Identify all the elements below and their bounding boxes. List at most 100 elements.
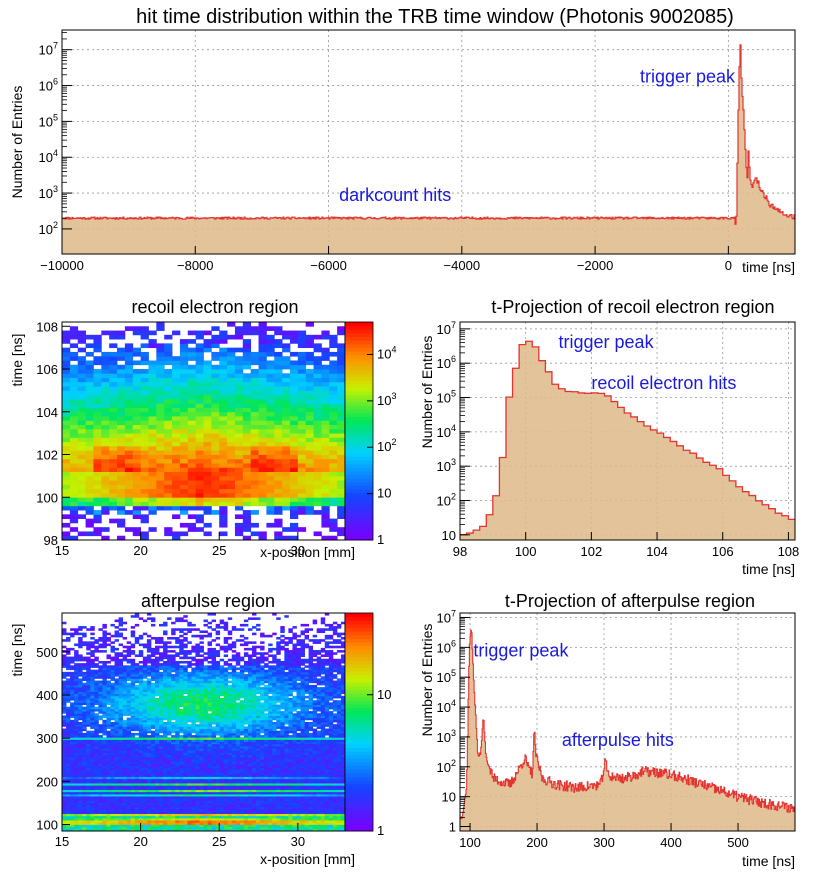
heatmap-cell [340,787,345,790]
heatmap-cell [163,732,168,736]
heatmap-cell [163,743,168,747]
heatmap-cell [282,386,291,391]
heatmap-cell [340,807,345,810]
heatmap-cell [296,774,301,777]
heatmap-cell [260,754,265,758]
heatmap-cell [289,437,299,443]
heatmap-cell [156,492,165,498]
heatmap-cell [187,780,192,784]
heatmap-cell [90,820,95,823]
heatmap-cell [195,437,204,443]
heatmap-cell [86,772,91,775]
heatmap-cell [242,398,252,404]
heatmap-cell [227,820,233,823]
heatmap-cell [163,741,168,745]
heatmap-cell [227,743,233,747]
heatmap-cell [134,798,140,801]
heatmap-cell [282,411,291,417]
heatmap-cell [247,732,253,736]
heatmap-cell [329,416,338,421]
heatmap-cell [266,492,275,498]
heatmap-cell [313,467,322,472]
heatmap-cell [203,428,212,434]
heatmap-cell [266,450,275,455]
heatmap-cell [239,826,245,830]
heatmap-cell [227,398,236,404]
heatmap-cell [93,369,102,374]
heatmap-cell [211,778,217,782]
color-bar-step [345,470,373,476]
heatmap-cell [130,796,136,799]
heatmap-cell [340,765,345,769]
heatmap-cell [140,343,149,349]
heatmap-cell [284,787,289,790]
heatmap-cell [211,732,217,736]
heatmap-cell [266,433,275,438]
heatmap-cell [86,739,91,743]
heatmap-cell [142,776,148,780]
heatmap-cell [187,339,197,344]
heatmap-cell [74,730,79,734]
heatmap-cell [175,822,180,825]
heatmap-cell [234,531,244,537]
heatmap-cell [70,735,75,738]
heatmap-cell [239,745,245,749]
heatmap-cell [69,433,79,438]
heatmap-cell [223,763,229,766]
heatmap-cell [164,386,173,391]
heatmap-cell [195,761,200,764]
heatmap-cell [227,407,236,413]
heatmap-cell [242,488,252,494]
heatmap-cell [106,756,111,760]
heatmap-cell [247,815,253,819]
heatmap-cell [117,505,126,511]
heatmap-cell [313,403,322,408]
heatmap-cell [320,798,326,801]
heatmap-cell [62,785,67,788]
heatmap-cell [211,824,217,828]
heatmap-cell [62,811,67,814]
heatmap-cell [90,745,95,749]
heatmap-cell [207,800,212,804]
heatmap-cell [199,813,204,817]
heatmap-cell [219,518,228,524]
heatmap-cell [207,769,212,773]
heatmap-cell [231,761,237,764]
heatmap-cell [66,767,71,771]
y-tick-label: 104 [36,405,58,420]
heatmap-cell [78,752,83,756]
heatmap-cell [211,730,217,734]
heatmap-cell [94,778,99,782]
heatmap-cell [280,815,285,819]
heatmap-cell [101,364,110,370]
heatmap-cell [300,783,305,786]
heatmap-cell [187,785,192,788]
heatmap-cell [183,763,188,766]
heatmap-cell [300,756,305,760]
heatmap-cell [90,774,95,777]
heatmap-cell [122,817,128,821]
p3-histogram-line [460,340,795,536]
heatmap-cell [159,783,164,786]
heatmap-cell [258,531,267,537]
heatmap-cell [90,750,95,753]
heatmap-cell [235,776,241,780]
heatmap-cell [300,785,305,788]
heatmap-cell [272,815,277,819]
heatmap-cell [199,811,204,814]
heatmap-cell [260,807,265,810]
heatmap-cell [312,828,318,831]
heatmap-cell [94,785,99,788]
heatmap-cell [85,420,94,425]
heatmap-cell [195,735,200,738]
heatmap-cell [130,752,136,756]
heatmap-cell [150,785,156,788]
heatmap-cell [171,793,176,797]
heatmap-cell [90,752,95,756]
heatmap-cell [118,809,124,812]
heatmap-cell [118,774,124,777]
heatmap-cell [62,820,67,823]
heatmap-cell [211,510,220,515]
heatmap-cell [320,787,326,790]
heatmap-cell [272,822,277,825]
